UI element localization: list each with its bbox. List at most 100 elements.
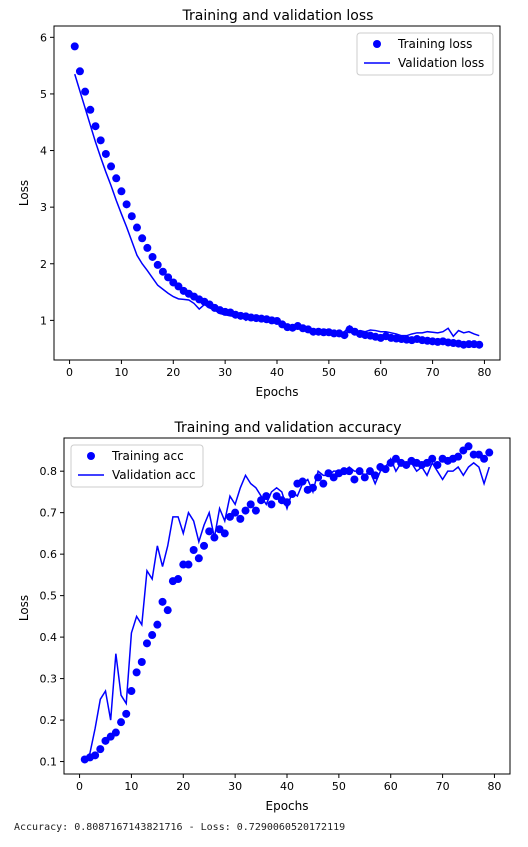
loss-legend-validation: Validation loss bbox=[398, 56, 484, 70]
accuracy-legend-marker-training bbox=[87, 452, 95, 460]
accuracy-point-training-acc bbox=[148, 631, 157, 640]
loss-legend-box bbox=[356, 32, 494, 76]
accuracy-legend: Training acc Validation acc bbox=[70, 444, 204, 488]
accuracy-y-tick-label: 0.1 bbox=[40, 756, 58, 769]
accuracy-plot-area bbox=[80, 442, 494, 764]
loss-y-tick-label: 2 bbox=[40, 258, 47, 271]
accuracy-point-training-acc bbox=[189, 546, 198, 554]
accuracy-point-training-acc bbox=[485, 448, 494, 457]
loss-y-tick-label: 4 bbox=[40, 145, 47, 158]
accuracy-y-tick-label: 0.6 bbox=[40, 548, 58, 561]
loss-x-ticks: 0 10 20 30 40 50 60 70 80 bbox=[66, 360, 491, 379]
loss-point-training-loss bbox=[148, 252, 157, 261]
accuracy-x-tick-label: 30 bbox=[228, 780, 242, 793]
accuracy-y-tick-label: 0.4 bbox=[40, 631, 58, 644]
accuracy-point-training-acc bbox=[194, 554, 203, 563]
loss-point-training-loss bbox=[174, 282, 183, 291]
accuracy-point-training-acc bbox=[381, 465, 390, 474]
accuracy-x-tick-label: 60 bbox=[384, 780, 398, 793]
accuracy-point-training-acc bbox=[153, 620, 162, 629]
accuracy-point-training-acc bbox=[480, 454, 489, 463]
accuracy-point-training-acc bbox=[464, 442, 473, 451]
evaluation-output: Accuracy: 0.8087167143821716 - Loss: 0.7… bbox=[14, 822, 346, 833]
accuracy-point-training-acc bbox=[319, 479, 328, 488]
accuracy-point-training-acc bbox=[267, 500, 276, 509]
accuracy-point-training-acc bbox=[251, 506, 260, 515]
loss-point-training-loss bbox=[81, 87, 90, 96]
accuracy-legend-validation: Validation acc bbox=[112, 468, 196, 482]
accuracy-x-tick-label: 0 bbox=[76, 780, 83, 793]
accuracy-y-tick-label: 0.2 bbox=[40, 714, 58, 727]
accuracy-x-tick-label: 80 bbox=[487, 780, 501, 793]
loss-point-training-loss bbox=[158, 267, 167, 276]
accuracy-y-tick-label: 0.3 bbox=[40, 673, 58, 686]
loss-x-tick-label: 20 bbox=[166, 366, 180, 379]
accuracy-point-training-acc bbox=[350, 475, 359, 484]
accuracy-point-training-acc bbox=[137, 658, 146, 666]
accuracy-point-training-acc bbox=[111, 728, 120, 737]
accuracy-legend-box bbox=[70, 444, 204, 488]
loss-x-tick-label: 80 bbox=[477, 366, 491, 379]
accuracy-point-training-acc bbox=[246, 500, 255, 509]
loss-point-training-loss bbox=[117, 187, 126, 196]
loss-plot-area bbox=[70, 42, 484, 349]
loss-point-training-loss bbox=[70, 42, 79, 51]
accuracy-x-tick-label: 50 bbox=[332, 780, 346, 793]
accuracy-point-training-acc bbox=[200, 541, 209, 550]
loss-y-tick-label: 1 bbox=[40, 314, 47, 327]
loss-point-training-loss bbox=[127, 212, 136, 221]
loss-legend: Training loss Validation loss bbox=[356, 32, 494, 76]
accuracy-series-validation-acc bbox=[84, 457, 490, 762]
accuracy-point-training-acc bbox=[298, 477, 307, 486]
loss-point-training-loss bbox=[164, 273, 173, 282]
loss-point-training-loss bbox=[153, 260, 162, 269]
accuracy-point-training-acc bbox=[142, 639, 151, 648]
loss-chart-title: Training and validation loss bbox=[182, 8, 374, 24]
loss-x-tick-label: 70 bbox=[426, 366, 440, 379]
accuracy-point-training-acc bbox=[236, 514, 245, 523]
accuracy-point-training-acc bbox=[174, 575, 183, 584]
accuracy-point-training-acc bbox=[158, 597, 167, 606]
loss-y-axis-label: Loss bbox=[17, 180, 31, 206]
accuracy-x-axis-label: Epochs bbox=[266, 799, 309, 813]
accuracy-point-training-acc bbox=[205, 527, 214, 536]
accuracy-x-tick-label: 10 bbox=[124, 780, 138, 793]
accuracy-y-ticks: 0.1 0.2 0.3 0.4 0.5 0.6 0.7 0.8 bbox=[40, 465, 64, 769]
loss-x-tick-label: 50 bbox=[322, 366, 336, 379]
loss-axes-frame bbox=[53, 25, 501, 361]
accuracy-chart-title: Training and validation accuracy bbox=[173, 420, 401, 436]
accuracy-y-tick-label: 0.7 bbox=[40, 507, 58, 520]
accuracy-point-training-acc bbox=[428, 454, 437, 463]
accuracy-x-tick-label: 20 bbox=[176, 780, 190, 793]
accuracy-legend-training: Training acc bbox=[111, 449, 184, 463]
accuracy-point-training-acc bbox=[91, 751, 100, 760]
accuracy-point-training-acc bbox=[454, 452, 463, 461]
accuracy-x-tick-label: 40 bbox=[280, 780, 294, 793]
accuracy-y-tick-label: 0.5 bbox=[40, 590, 58, 603]
loss-x-tick-label: 10 bbox=[114, 366, 128, 379]
accuracy-point-training-acc bbox=[184, 560, 193, 569]
accuracy-point-training-acc bbox=[241, 506, 250, 515]
loss-point-training-loss bbox=[96, 136, 105, 145]
loss-x-tick-label: 40 bbox=[270, 366, 284, 379]
loss-legend-marker-training bbox=[373, 40, 381, 48]
accuracy-point-training-acc bbox=[231, 508, 240, 517]
loss-chart: Training and validation loss 0 10 20 30 40 50… bbox=[17, 8, 501, 399]
accuracy-y-axis-label: Loss bbox=[17, 595, 31, 621]
accuracy-point-training-acc bbox=[132, 668, 141, 677]
loss-series-validation-loss bbox=[74, 73, 480, 338]
accuracy-point-training-acc bbox=[96, 745, 105, 754]
accuracy-y-tick-label: 0.8 bbox=[40, 465, 58, 478]
loss-point-training-loss bbox=[101, 149, 110, 158]
loss-x-axis-label: Epochs bbox=[256, 385, 299, 399]
loss-point-training-loss bbox=[138, 234, 147, 243]
loss-point-training-loss bbox=[122, 200, 131, 209]
loss-x-tick-label: 0 bbox=[66, 366, 73, 379]
loss-point-training-loss bbox=[143, 243, 152, 252]
loss-y-tick-label: 5 bbox=[40, 88, 47, 101]
loss-y-tick-label: 6 bbox=[40, 31, 47, 44]
loss-point-training-loss bbox=[91, 122, 100, 131]
accuracy-point-training-acc bbox=[122, 709, 131, 718]
accuracy-chart: Training and validation accuracy 0 10 20 30… bbox=[17, 420, 511, 813]
loss-point-training-loss bbox=[112, 174, 121, 183]
